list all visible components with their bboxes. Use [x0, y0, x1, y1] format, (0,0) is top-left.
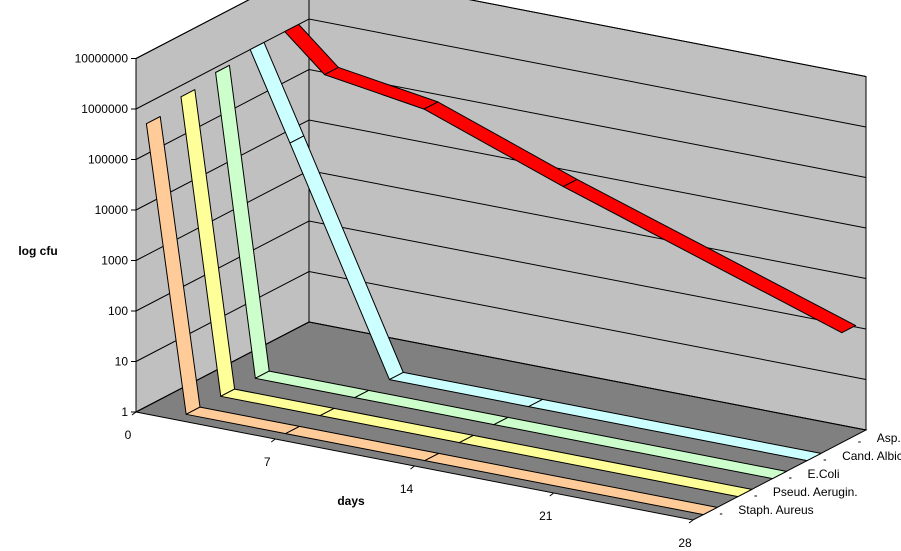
- y-tick-label: 1000000: [81, 102, 128, 116]
- y-tick-label: 100000: [88, 153, 128, 167]
- x-tick-mark: [549, 492, 555, 497]
- ribbon-segment: [562, 178, 857, 334]
- series-label: Cand. Albic.: [842, 449, 901, 463]
- series-label: E.Coli: [808, 467, 840, 481]
- series-label: Staph. Aureus: [738, 503, 813, 517]
- series-ribbon: [249, 41, 822, 462]
- series-ribbon: [145, 115, 718, 516]
- y-tick-label: 1000: [101, 254, 128, 268]
- x-tick-mark: [270, 438, 276, 443]
- y-axis-title: log cfu: [18, 244, 57, 258]
- ribbon-segment: [528, 398, 822, 462]
- x-axis-title: days: [337, 494, 365, 508]
- y-tick-label: 100: [108, 304, 128, 318]
- ribbon-segment: [493, 416, 787, 480]
- series-ribbon: [180, 89, 753, 498]
- series-ribbon: [215, 64, 787, 480]
- x-tick-label: 0: [125, 428, 132, 442]
- series-label: Asp. Niger: [877, 431, 901, 445]
- gridline: [135, 18, 867, 128]
- series-axis-labels: Asp. Niger Cand. Albic.E.Coli Pseud. Aerug…: [719, 431, 901, 517]
- gridline: [135, 0, 867, 77]
- x-tick-mark: [688, 519, 694, 524]
- gridline: [135, 270, 867, 380]
- ribbon-segment: [424, 452, 718, 516]
- y-tick-label: 1: [121, 405, 128, 419]
- y-axis-ticks: 1 10 100 1000 10000 100000 1000000 10000000: [75, 52, 136, 419]
- x-tick-label: 21: [539, 509, 553, 523]
- x-tick-label: 14: [400, 482, 414, 496]
- x-tick-label: 7: [264, 455, 271, 469]
- x-axis-ticks: 0 7 14 21 28: [125, 411, 694, 550]
- ribbon-segment: [458, 434, 753, 498]
- series-layer: [145, 23, 857, 516]
- x-tick-label: 28: [678, 536, 692, 550]
- x-tick-mark: [410, 465, 415, 470]
- series-label: Pseud. Aerugin.: [773, 485, 858, 499]
- series-ribbon: [284, 23, 857, 334]
- x-tick-mark: [131, 411, 137, 416]
- y-tick-label: 10000000: [75, 52, 129, 66]
- y-tick-label: 10000: [95, 203, 129, 217]
- gridline: [135, 220, 867, 330]
- y-tick-label: 10: [115, 355, 129, 369]
